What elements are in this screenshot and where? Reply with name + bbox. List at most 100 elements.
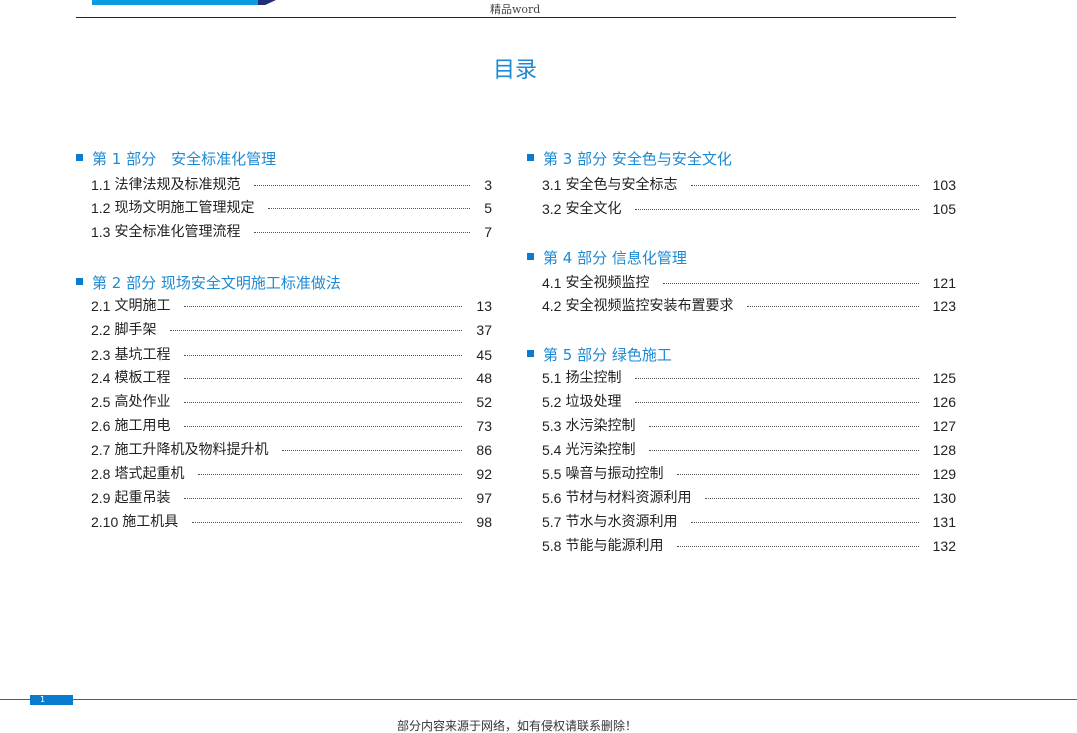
toc-entry[interactable]: 5.5 噪音与振动控制 129	[542, 465, 956, 483]
entry-number: 1.3	[91, 224, 111, 240]
toc-entry[interactable]: 2.3 基坑工程 45	[91, 346, 492, 364]
entry-label: 施工升降机及物料提升机	[114, 442, 269, 458]
entry-label: 安全文化	[565, 201, 622, 217]
entry-page: 127	[932, 418, 956, 434]
entry-number: 2.8	[91, 466, 111, 482]
entry-label: 节能与能源利用	[565, 538, 664, 554]
entry-number: 2.1	[91, 298, 111, 314]
toc-entry[interactable]: 5.4 光污染控制 128	[542, 441, 956, 459]
toc-entry[interactable]: 2.7 施工升降机及物料提升机 86	[91, 441, 492, 459]
entry-page: 73	[476, 418, 492, 434]
toc-entry[interactable]: 2.2 脚手架 37	[91, 321, 492, 339]
entry-number: 5.4	[542, 442, 562, 458]
entry-label: 脚手架	[114, 322, 157, 338]
header-divider	[76, 17, 956, 18]
dot-leader	[649, 426, 919, 427]
entry-number: 2.5	[91, 394, 111, 410]
bullet-square-icon	[527, 154, 534, 161]
toc-entry[interactable]: 2.9 起重吊装 97	[91, 489, 492, 507]
entry-label: 基坑工程	[114, 347, 171, 363]
entry-page: 37	[476, 322, 492, 338]
entry-page: 45	[476, 347, 492, 363]
toc-section-heading[interactable]: 第 5 部分 绿色施工	[527, 346, 672, 364]
toc-entry[interactable]: 5.6 节材与材料资源利用 130	[542, 489, 956, 507]
dot-leader	[184, 378, 463, 379]
dot-leader	[268, 208, 471, 209]
toc-entry[interactable]: 5.8 节能与能源利用 132	[542, 537, 956, 555]
entry-label: 高处作业	[114, 394, 171, 410]
toc-entry[interactable]: 1.2 现场文明施工管理规定 5	[91, 199, 492, 217]
dot-leader	[170, 330, 463, 331]
header-text: 精品word	[490, 3, 541, 16]
toc-entry[interactable]: 5.7 节水与水资源利用 131	[542, 513, 956, 531]
dot-leader	[184, 402, 463, 403]
toc-entry[interactable]: 5.1 扬尘控制 125	[542, 369, 956, 387]
entry-page: 105	[932, 201, 956, 217]
entry-label: 安全标准化管理流程	[114, 224, 241, 240]
dot-leader	[649, 450, 919, 451]
entry-number: 1.2	[91, 200, 111, 216]
toc-entry[interactable]: 5.2 垃圾处理 126	[542, 393, 956, 411]
toc-section-heading[interactable]: 第 3 部分 安全色与安全文化	[527, 150, 732, 168]
toc-section-heading[interactable]: 第 2 部分 现场安全文明施工标准做法	[76, 274, 341, 292]
entry-label: 安全色与安全标志	[565, 177, 678, 193]
toc-entry[interactable]: 2.10 施工机具 98	[91, 513, 492, 531]
entry-number: 1.1	[91, 177, 111, 193]
section-label: 第 3 部分 安全色与安全文化	[543, 150, 732, 168]
entry-label: 现场文明施工管理规定	[114, 200, 255, 216]
toc-entry[interactable]: 2.1 文明施工 13	[91, 297, 492, 315]
entry-page: 125	[932, 370, 956, 386]
dot-leader	[677, 546, 919, 547]
toc-entry[interactable]: 4.1 安全视频监控 121	[542, 274, 956, 292]
entry-label: 水污染控制	[565, 418, 636, 434]
entry-number: 5.7	[542, 514, 562, 530]
entry-label: 垃圾处理	[565, 394, 622, 410]
toc-entry[interactable]: 2.6 施工用电 73	[91, 417, 492, 435]
entry-number: 4.1	[542, 275, 562, 291]
entry-page: 132	[932, 538, 956, 554]
toc-section-heading[interactable]: 第 4 部分 信息化管理	[527, 249, 687, 267]
entry-number: 4.2	[542, 298, 562, 314]
toc-entry[interactable]: 3.2 安全文化 105	[542, 200, 956, 218]
entry-number: 2.7	[91, 442, 111, 458]
toc-entry[interactable]: 1.1 法律法规及标准规范 3	[91, 176, 492, 194]
bullet-square-icon	[76, 278, 83, 285]
entry-label: 节水与水资源利用	[565, 514, 678, 530]
entry-number: 2.2	[91, 322, 111, 338]
header-banner	[92, 0, 262, 5]
dot-leader	[184, 426, 463, 427]
dot-leader	[691, 522, 919, 523]
section-label: 第 4 部分 信息化管理	[543, 249, 687, 267]
entry-page: 5	[484, 200, 492, 216]
section-label: 第 5 部分 绿色施工	[543, 346, 672, 364]
dot-leader	[705, 498, 919, 499]
toc-entry[interactable]: 4.2 安全视频监控安装布置要求 123	[542, 297, 956, 315]
dot-leader	[635, 209, 919, 210]
entry-page: 52	[476, 394, 492, 410]
entry-label: 模板工程	[114, 370, 171, 386]
toc-entry[interactable]: 2.4 模板工程 48	[91, 369, 492, 387]
dot-leader	[198, 474, 463, 475]
footer-notice: 部分内容来源于网络，如有侵权请联系删除！	[397, 719, 638, 733]
entry-label: 塔式起重机	[114, 466, 185, 482]
section-label: 第 2 部分 现场安全文明施工标准做法	[92, 274, 341, 292]
toc-section-heading[interactable]: 第 1 部分 安全标准化管理	[76, 150, 276, 168]
toc-entry[interactable]: 5.3 水污染控制 127	[542, 417, 956, 435]
toc-entry[interactable]: 3.1 安全色与安全标志 103	[542, 176, 956, 194]
toc-entry[interactable]: 2.5 高处作业 52	[91, 393, 492, 411]
toc-entry[interactable]: 1.3 安全标准化管理流程 7	[91, 223, 492, 241]
entry-page: 129	[932, 466, 956, 482]
dot-leader	[635, 378, 919, 379]
dot-leader	[254, 185, 471, 186]
entry-page: 130	[932, 490, 956, 506]
toc-entry[interactable]: 2.8 塔式起重机 92	[91, 465, 492, 483]
entry-page: 97	[476, 490, 492, 506]
dot-leader	[192, 522, 463, 523]
entry-page: 128	[932, 442, 956, 458]
entry-number: 2.10	[91, 514, 119, 530]
bullet-square-icon	[527, 253, 534, 260]
dot-leader	[184, 355, 463, 356]
entry-number: 2.4	[91, 370, 111, 386]
dot-leader	[677, 474, 919, 475]
entry-number: 2.3	[91, 347, 111, 363]
